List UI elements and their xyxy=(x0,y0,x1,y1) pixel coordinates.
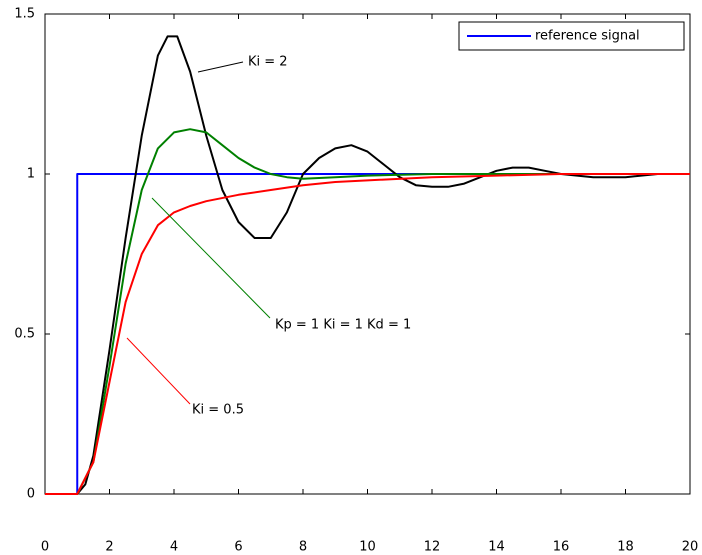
y-tick-label: 0 xyxy=(27,487,35,502)
x-tick-label: 16 xyxy=(553,540,570,555)
x-tick-label: 4 xyxy=(170,540,178,555)
annotation: Kp = 1 Ki = 1 Kd = 1 xyxy=(275,318,411,333)
annotation-arrow xyxy=(126,337,191,405)
y-tick-label: 1.5 xyxy=(14,7,35,22)
x-tick-label: 10 xyxy=(359,540,376,555)
x-tick-label: 18 xyxy=(617,540,634,555)
x-tick-label: 8 xyxy=(299,540,307,555)
legend-label: reference signal xyxy=(535,29,640,44)
annotation: Ki = 2 xyxy=(248,55,288,70)
series-line xyxy=(45,35,690,495)
annotation-arrow xyxy=(151,197,271,319)
y-tick-label: 1 xyxy=(27,167,35,182)
annotation: Ki = 0.5 xyxy=(192,403,244,418)
x-tick-label: 14 xyxy=(488,540,505,555)
x-tick-label: 0 xyxy=(41,540,49,555)
x-tick-label: 2 xyxy=(105,540,113,555)
series-line xyxy=(45,173,690,495)
y-tick-label: 0.5 xyxy=(14,327,35,342)
series-line xyxy=(45,128,690,495)
series-line xyxy=(45,173,690,495)
x-tick-label: 12 xyxy=(424,540,441,555)
annotation-arrow xyxy=(197,61,244,73)
x-tick-label: 20 xyxy=(682,540,699,555)
x-tick-label: 6 xyxy=(234,540,242,555)
